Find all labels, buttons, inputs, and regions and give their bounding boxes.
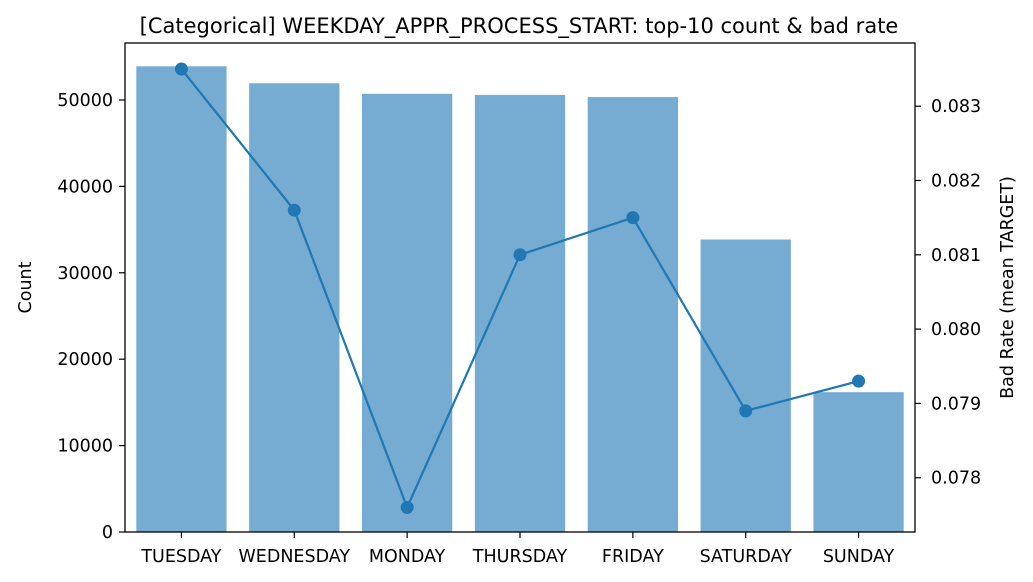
y-tick-label: 10000 [57, 437, 113, 457]
x-tick-label: THURSDAY [472, 547, 568, 567]
left-axis: 0 10000 20000 30000 40000 50000 [57, 91, 125, 543]
x-tick-label: TUESDAY [140, 547, 221, 567]
y2-tick-label: 0.081 [931, 246, 981, 266]
bar-monday [362, 93, 453, 532]
bad-rate-point-wednesday [287, 203, 301, 217]
right-axis: 0.078 0.079 0.080 0.081 0.082 0.083 [915, 97, 981, 489]
bar-thursday [474, 94, 566, 533]
bad-rate-point-tuesday [174, 62, 188, 76]
bar-saturday [700, 239, 791, 532]
bar-series [136, 66, 904, 533]
bad-rate-point-monday [400, 500, 414, 514]
x-tick-label: WEDNESDAY [239, 547, 351, 567]
bad-rate-point-sunday [852, 374, 866, 388]
x-axis: TUESDAY WEDNESDAY MONDAY THURSDAY FRIDAY SATU… [140, 532, 895, 567]
line-series [174, 62, 866, 514]
y-tick-label: 40000 [57, 177, 113, 197]
bar-wednesday [249, 83, 340, 533]
y2-axis-label: Bad Rate (mean TARGET) [998, 176, 1018, 399]
y2-tick-label: 0.083 [931, 97, 981, 117]
y-tick-label: 20000 [57, 350, 113, 370]
y-tick-label: 50000 [57, 91, 113, 111]
y2-tick-label: 0.078 [931, 469, 981, 489]
x-tick-label: FRIDAY [602, 547, 664, 567]
y2-tick-label: 0.080 [931, 320, 981, 340]
bar-friday [587, 97, 678, 533]
x-tick-label: SATURDAY [700, 547, 792, 567]
y-tick-label: 0 [102, 523, 113, 543]
bad-rate-point-thursday [513, 248, 527, 262]
bar-sunday [813, 392, 904, 532]
bad-rate-point-friday [626, 211, 640, 225]
y2-tick-label: 0.082 [931, 171, 981, 191]
y2-tick-label: 0.079 [931, 394, 981, 414]
x-tick-label: MONDAY [369, 547, 446, 567]
x-tick-label: SUNDAY [823, 547, 895, 567]
y-tick-label: 30000 [57, 264, 113, 284]
bar-tuesday [136, 66, 227, 533]
y-axis-label: Count [16, 261, 36, 313]
bad-rate-point-saturday [739, 404, 753, 418]
chart-title: [Categorical] WEEKDAY_APPR_PROCESS_START… [140, 14, 899, 39]
